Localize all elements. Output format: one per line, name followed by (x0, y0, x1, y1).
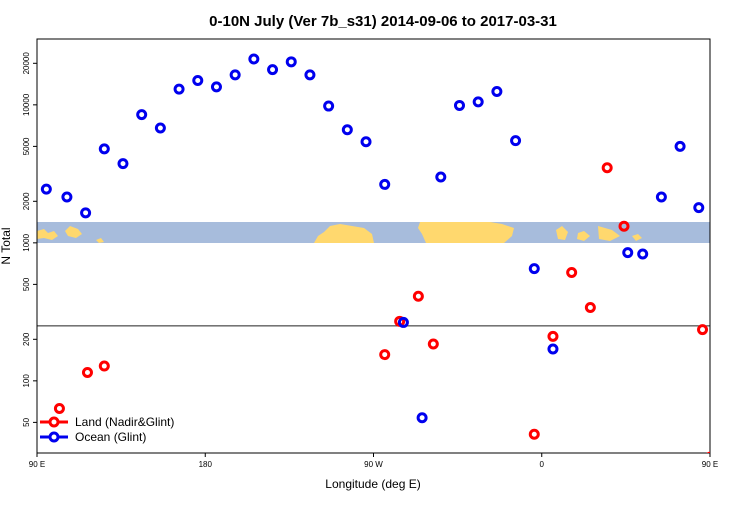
land-new-guinea (65, 226, 82, 238)
point-land (618, 220, 630, 232)
point-ocean (637, 248, 649, 260)
y-tick-label: 500 (22, 277, 31, 291)
map-land (37, 222, 642, 243)
land-central-america (314, 224, 374, 243)
y-tick-label: 200 (22, 332, 31, 346)
x-tick-label: 90 W (364, 460, 383, 469)
legend-label-land: Land (Nadir&Glint) (75, 415, 174, 429)
point-ocean (379, 178, 391, 190)
point-ocean (267, 64, 279, 76)
x-axis: 90 E 180 90 W 0 90 E (29, 453, 718, 469)
point-land (53, 403, 65, 415)
point-ocean (674, 140, 686, 152)
point-land (745, 404, 750, 412)
land-islands-east (632, 234, 642, 241)
plot-frame (36, 38, 711, 454)
y-tick-label: 20000 (22, 52, 31, 75)
point-ocean (491, 85, 503, 97)
land-pacific-islands (96, 238, 104, 243)
x-tick-label: 90 E (29, 460, 45, 469)
land-new-guinea-repeat (598, 226, 620, 241)
point-land (412, 290, 424, 302)
point-land (81, 366, 93, 378)
point-land (601, 162, 613, 174)
x-axis-label: Longitude (deg E) (325, 477, 420, 491)
legend-marker-land (48, 416, 60, 428)
point-ocean (192, 75, 204, 87)
point-ocean (61, 191, 73, 203)
y-tick-label: 1000 (22, 233, 31, 251)
chart-title: 0-10N July (Ver 7b_s31) 2014-09-06 to 20… (209, 13, 557, 30)
point-ocean (154, 122, 166, 134)
land-borneo (577, 231, 590, 241)
x-tick-label: 90 E (702, 460, 718, 469)
point-ocean (435, 171, 447, 183)
point-ocean (80, 207, 92, 219)
point-ocean (397, 316, 409, 328)
point-land (547, 330, 559, 342)
point-ocean (732, 194, 740, 202)
point-land (566, 266, 578, 278)
point-ocean (453, 99, 465, 111)
point-ocean (713, 185, 721, 193)
y-tick-label: 5000 (22, 137, 31, 155)
land-southeast-asia (556, 226, 568, 240)
map-strip (37, 222, 710, 243)
data-points (40, 53, 750, 453)
y-axis: 50 100 200 500 1000 2000 5000 10000 20000 (22, 52, 37, 427)
point-ocean (547, 343, 559, 355)
point-land (427, 338, 439, 350)
map-ocean-band (37, 222, 710, 243)
point-ocean (210, 81, 222, 93)
point-ocean (98, 143, 110, 155)
point-ocean (528, 263, 540, 275)
land-africa (418, 222, 514, 243)
y-tick-label: 100 (22, 374, 31, 388)
point-land (98, 360, 110, 372)
y-axis-label: N Total (0, 227, 13, 264)
point-land (584, 301, 596, 313)
y-tick-label: 50 (22, 417, 31, 426)
legend-marker-ocean (48, 431, 60, 443)
point-ocean (360, 136, 372, 148)
point-land (697, 324, 709, 336)
legend-label-ocean: Ocean (Glint) (75, 430, 146, 444)
point-ocean (248, 53, 260, 65)
point-ocean (416, 412, 428, 424)
land-maritime-continent (37, 229, 58, 240)
point-ocean (622, 247, 634, 259)
point-land (379, 349, 391, 361)
point-ocean (510, 135, 522, 147)
point-ocean (304, 69, 316, 81)
point-ocean (117, 158, 129, 170)
point-ocean (285, 56, 297, 68)
point-ocean (341, 124, 353, 136)
point-ocean (136, 109, 148, 121)
point-ocean (323, 100, 335, 112)
point-ocean (173, 83, 185, 95)
y-tick-label: 2000 (22, 192, 31, 210)
point-ocean (472, 96, 484, 108)
x-tick-label: 0 (540, 460, 545, 469)
x-tick-label: 180 (199, 460, 213, 469)
point-land (528, 428, 540, 440)
legend: Land (Nadir&Glint) Ocean (Glint) (40, 415, 174, 444)
point-ocean (693, 202, 705, 214)
point-ocean (40, 183, 52, 195)
point-ocean (229, 69, 241, 81)
point-ocean (655, 191, 667, 203)
y-tick-label: 10000 (22, 93, 31, 116)
